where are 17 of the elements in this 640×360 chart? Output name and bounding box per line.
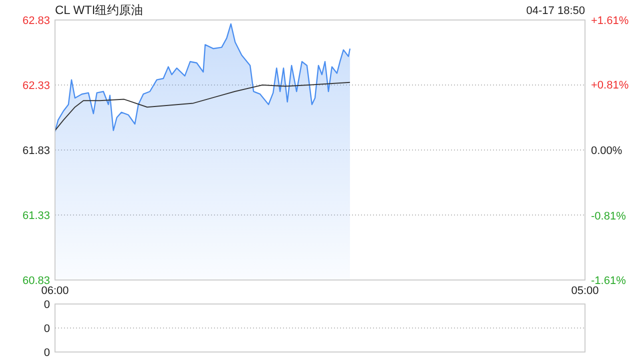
- y2-tick-label: 0.00%: [591, 144, 622, 157]
- y2-tick-label: -1.61%: [591, 274, 626, 287]
- text: 04-17 18:50: [526, 5, 585, 17]
- y-tick-label: 61.83: [22, 144, 50, 157]
- text: 0: [44, 298, 50, 311]
- y2-tick-label: -0.81%: [591, 210, 626, 222]
- chart-title: CL WTI纽约原油: [55, 3, 144, 17]
- y-tick-label: 62.33: [22, 80, 50, 92]
- y-tick-label: 61.33: [22, 210, 50, 222]
- y-tick-label: 60.83: [22, 274, 50, 287]
- y-tick-label: 62.83: [22, 14, 50, 27]
- text: 0: [44, 322, 50, 335]
- x-tick-label: 05:00: [571, 285, 599, 297]
- x-tick-label: 06:00: [41, 285, 69, 297]
- y2-tick-label: +0.81%: [591, 79, 629, 92]
- text: 0: [44, 346, 50, 359]
- y2-tick-label: +1.61%: [591, 14, 629, 27]
